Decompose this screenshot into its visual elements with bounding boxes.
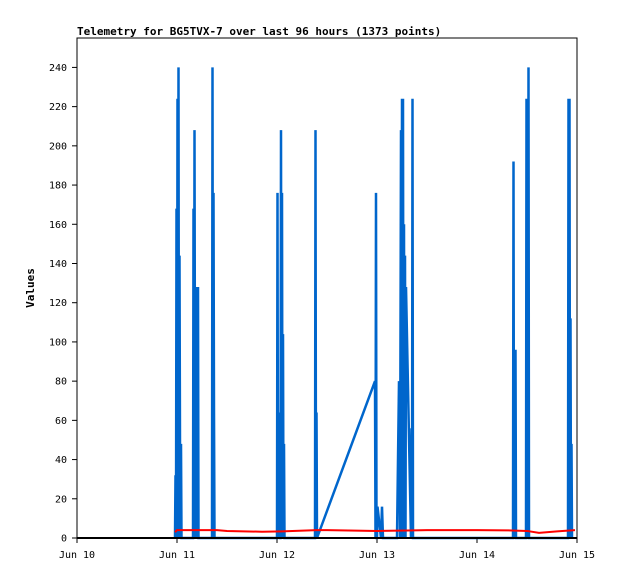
x-tick-label: Jun 13 — [359, 550, 395, 561]
y-tick-label: 200 — [49, 141, 67, 152]
series-line-0 — [173, 67, 574, 540]
chart-title: Telemetry for BG5TVX-7 over last 96 hour… — [77, 25, 441, 38]
x-tick-label: Jun 15 — [559, 550, 595, 561]
y-tick-label: 100 — [49, 337, 67, 348]
y-tick-label: 0 — [61, 534, 67, 545]
y-tick-label: 20 — [55, 494, 67, 505]
y-tick-label: 40 — [55, 455, 67, 466]
y-tick-label: 240 — [49, 63, 67, 74]
series-layer — [77, 67, 577, 540]
x-tick-label: Jun 14 — [459, 550, 495, 561]
y-tick-label: 60 — [55, 416, 67, 427]
y-tick-label: 80 — [55, 377, 67, 388]
y-axis: 0 20 40 60 80 100 120 140 160 180 200 220 240 — [49, 63, 77, 545]
x-axis: Jun 10 Jun 11 Jun 12 Jun 13 Jun 14 Jun 15 — [59, 538, 595, 561]
x-tick-label: Jun 11 — [159, 550, 195, 561]
y-tick-label: 180 — [49, 181, 67, 192]
plot-frame — [76, 37, 578, 539]
y-axis-label: Values — [24, 268, 37, 308]
series-line-1 — [174, 529, 576, 534]
y-tick-label: 160 — [49, 220, 67, 231]
y-tick-label: 120 — [49, 298, 67, 309]
y-tick-label: 220 — [49, 102, 67, 113]
x-tick-label: Jun 10 — [59, 550, 95, 561]
x-tick-label: Jun 12 — [259, 550, 295, 561]
y-tick-label: 140 — [49, 259, 67, 270]
